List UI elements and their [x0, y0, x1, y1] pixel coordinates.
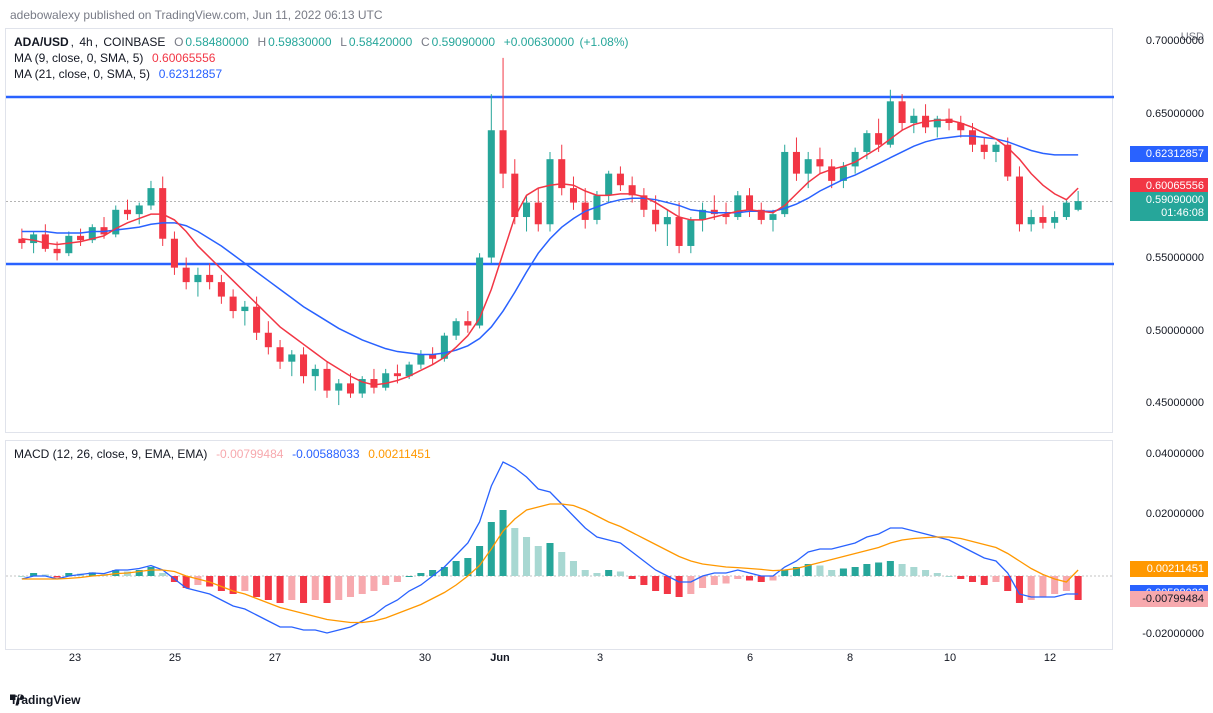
tradingview-logo: TradingView — [10, 693, 80, 707]
time-tick: 3 — [597, 652, 603, 664]
price-tick: 0.70000000 — [1146, 35, 1204, 47]
price-chart-svg — [6, 29, 1114, 434]
ma9-legend: MA (9, close, 0, SMA, 5) 0.60065556 — [14, 51, 217, 65]
macd-tick: -0.02000000 — [1142, 628, 1204, 640]
price-tick: 0.50000000 — [1146, 325, 1204, 337]
price-tick: 0.65000000 — [1146, 108, 1204, 120]
time-tick: Jun — [490, 652, 510, 664]
macd-axis[interactable]: 0.040000000.020000000-0.020000000.002114… — [1116, 440, 1208, 650]
price-chart-panel[interactable]: ADA/USD, 4h, COINBASE O0.58480000 H0.598… — [5, 28, 1113, 433]
time-tick: 23 — [69, 652, 81, 664]
tv-icon — [10, 693, 24, 707]
time-tick: 25 — [169, 652, 181, 664]
price-tick: 0.45000000 — [1146, 397, 1204, 409]
macd-tag: -0.00799484 — [1130, 591, 1208, 607]
price-axis[interactable]: USD 0.700000000.650000000.600000000.5500… — [1116, 28, 1208, 433]
time-tick: 10 — [944, 652, 956, 664]
ma21-legend: MA (21, close, 0, SMA, 5) 0.62312857 — [14, 67, 224, 81]
symbol-legend: ADA/USD, 4h, COINBASE O0.58480000 H0.598… — [14, 35, 631, 49]
price-tick: 0.55000000 — [1146, 252, 1204, 264]
macd-panel[interactable]: MACD (12, 26, close, 9, EMA, EMA) -0.007… — [5, 440, 1113, 650]
macd-legend: MACD (12, 26, close, 9, EMA, EMA) -0.007… — [14, 447, 433, 461]
time-tick: 30 — [419, 652, 431, 664]
macd-tag: 0.00211451 — [1130, 561, 1208, 577]
time-tick: 12 — [1044, 652, 1056, 664]
macd-chart-svg — [6, 441, 1114, 651]
time-tick: 6 — [747, 652, 753, 664]
price-tag: 01:46:08 — [1130, 205, 1208, 221]
publish-header: adebowalexy published on TradingView.com… — [10, 8, 383, 22]
macd-tick: 0.02000000 — [1146, 508, 1204, 520]
price-tag: 0.62312857 — [1130, 146, 1208, 162]
macd-tick: 0.04000000 — [1146, 448, 1204, 460]
publisher: adebowalexy — [10, 8, 80, 22]
time-axis[interactable]: 23 25 27 30 Jun 3 6 8 10 12 — [5, 652, 1113, 672]
time-tick: 8 — [847, 652, 853, 664]
time-tick: 27 — [269, 652, 281, 664]
